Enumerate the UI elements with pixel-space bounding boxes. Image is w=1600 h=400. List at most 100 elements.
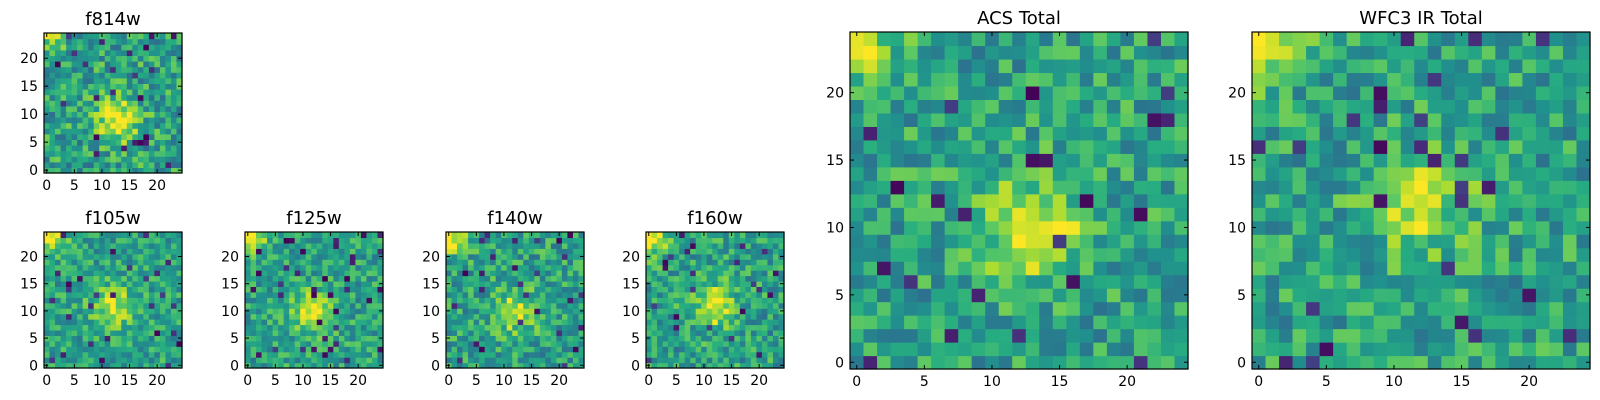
heatmap-cell — [690, 308, 697, 315]
heatmap-cell — [49, 161, 56, 168]
heatmap-cell — [756, 259, 763, 266]
heatmap-cell — [283, 308, 290, 315]
heatmap-cell — [772, 291, 780, 298]
heatmap-cell — [132, 122, 139, 129]
heatmap-cell — [578, 346, 585, 353]
heatmap-cell — [572, 302, 580, 309]
heatmap-cell — [578, 286, 585, 293]
y-tick-label: 10 — [1228, 220, 1246, 236]
heatmap-cell — [1427, 126, 1442, 141]
heatmap-cell — [446, 297, 453, 304]
heatmap-cell — [355, 291, 362, 298]
heatmap-cell — [121, 297, 128, 304]
heatmap-cell — [77, 38, 84, 45]
heatmap-cell — [495, 335, 502, 342]
heatmap-cell — [115, 77, 122, 84]
heatmap-cell — [728, 308, 735, 315]
heatmap-cell — [484, 270, 491, 277]
heatmap-cell — [673, 280, 680, 287]
heatmap-cell — [1454, 166, 1469, 181]
heatmap-cell — [561, 357, 569, 364]
heatmap-cell — [1427, 32, 1442, 47]
heatmap-cell — [572, 351, 580, 358]
heatmap-cell — [333, 259, 340, 266]
heatmap-cell — [289, 253, 296, 260]
heatmap-cell — [256, 340, 263, 347]
heatmap-cell — [1079, 72, 1094, 87]
heatmap-cell — [550, 313, 557, 320]
heatmap-cell — [651, 362, 658, 369]
heatmap-cell — [148, 259, 155, 266]
heatmap-cell — [1025, 315, 1040, 330]
heatmap-cell — [132, 161, 139, 168]
heatmap-cell — [1441, 193, 1456, 208]
heatmap-cell — [512, 270, 519, 277]
heatmap-cell — [1481, 193, 1496, 208]
heatmap-cell — [1495, 342, 1510, 357]
heatmap-cell — [88, 156, 95, 163]
heatmap-cell — [99, 55, 106, 62]
heatmap-cell — [998, 220, 1013, 235]
heatmap-cell — [523, 237, 530, 244]
heatmap-cell — [132, 111, 139, 118]
heatmap-cell — [717, 280, 724, 287]
heatmap-cell — [651, 275, 658, 282]
heatmap-cell — [517, 248, 524, 255]
heatmap-cell — [1454, 288, 1469, 303]
heatmap-cell — [377, 232, 384, 239]
heatmap-cell — [1319, 328, 1334, 343]
heatmap-cell — [71, 351, 78, 358]
heatmap-cell — [132, 232, 139, 239]
heatmap-cell — [349, 275, 356, 282]
heatmap-cell — [1508, 193, 1523, 208]
heatmap-cell — [701, 248, 708, 255]
heatmap-cell — [1454, 207, 1469, 222]
heatmap-cell — [82, 100, 89, 107]
heatmap-cell — [1025, 139, 1040, 154]
heatmap-cell — [93, 55, 100, 62]
heatmap-cell — [1120, 234, 1135, 249]
heatmap-cell — [148, 242, 155, 249]
heatmap-cell — [679, 308, 686, 315]
heatmap-cell — [944, 72, 959, 87]
heatmap-cell — [66, 264, 73, 271]
heatmap-cell — [371, 270, 379, 277]
heatmap-cell — [739, 335, 746, 342]
heatmap-cell — [712, 286, 719, 293]
heatmap-cell — [1414, 355, 1429, 370]
heatmap-cell — [143, 117, 150, 124]
heatmap-cell — [300, 329, 307, 336]
heatmap-cell — [305, 346, 312, 353]
heatmap-cell — [1481, 139, 1496, 154]
heatmap-cell — [49, 55, 56, 62]
heatmap-cell — [327, 291, 334, 298]
heatmap-cell — [567, 259, 574, 266]
heatmap-cell — [985, 301, 1000, 316]
heatmap-cell — [657, 232, 664, 239]
heatmap-cell — [148, 133, 155, 140]
heatmap-cell — [1052, 58, 1067, 74]
heatmap-cell — [121, 105, 128, 112]
y-tick-label: 0 — [29, 163, 38, 179]
heatmap-cell — [93, 319, 100, 326]
heatmap-cell — [137, 232, 144, 239]
heatmap-cell — [360, 270, 368, 277]
heatmap-cell — [333, 242, 340, 249]
heatmap-cell — [756, 248, 763, 255]
heatmap-cell — [305, 270, 312, 277]
heatmap-cell — [104, 72, 111, 79]
heatmap-cell — [99, 89, 106, 96]
heatmap-cell — [170, 139, 178, 146]
heatmap-cell — [82, 38, 89, 45]
heatmap-cell — [1481, 45, 1496, 60]
heatmap-cell — [267, 329, 274, 336]
heatmap-cell — [1468, 315, 1483, 330]
heatmap-cell — [1562, 166, 1578, 181]
heatmap-cell — [457, 242, 464, 249]
heatmap-cell — [1279, 32, 1294, 47]
heatmap-cell — [684, 302, 691, 309]
heatmap-cell — [998, 153, 1013, 168]
heatmap-cell — [473, 270, 480, 277]
heatmap-cell — [1066, 328, 1081, 343]
heatmap-cell — [327, 259, 334, 266]
